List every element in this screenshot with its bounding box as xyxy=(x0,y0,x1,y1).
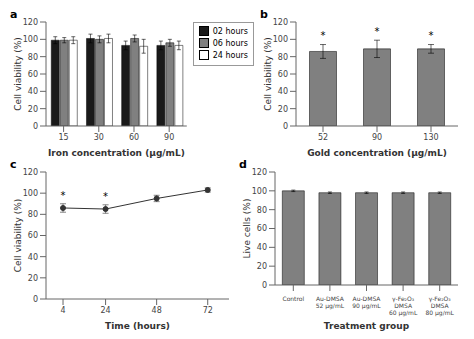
svg-text:Cell viability (%): Cell viability (%) xyxy=(13,199,23,273)
svg-text:24: 24 xyxy=(100,306,110,315)
svg-text:20: 20 xyxy=(28,105,38,114)
svg-text:20: 20 xyxy=(257,262,267,271)
html-text:b: b xyxy=(260,8,268,21)
html-text:02 hours: 02 hours xyxy=(212,26,248,36)
svg-text:0: 0 xyxy=(33,295,38,304)
svg-text:60: 60 xyxy=(278,70,288,79)
svg-text:*: * xyxy=(61,190,66,201)
svg-text:100: 100 xyxy=(23,35,38,44)
html-text:24 hours: 24 hours xyxy=(212,50,248,60)
svg-text:60: 60 xyxy=(28,231,38,240)
svg-text:40: 40 xyxy=(28,253,38,262)
svg-text:Gold concentration (μg/mL): Gold concentration (μg/mL) xyxy=(307,148,447,158)
svg-text:40: 40 xyxy=(28,87,38,96)
html-text:d: d xyxy=(239,158,247,171)
svg-text:80: 80 xyxy=(257,206,267,215)
svg-text:*: * xyxy=(103,191,108,202)
svg-text:γ-Fe₂O₃DMSA60 μg/mL: γ-Fe₂O₃DMSA60 μg/mL xyxy=(389,295,418,317)
svg-text:Cell viability (%): Cell viability (%) xyxy=(263,37,273,111)
svg-text:60: 60 xyxy=(257,224,267,233)
svg-text:Control: Control xyxy=(282,295,304,302)
svg-text:4: 4 xyxy=(60,306,65,315)
svg-text:48: 48 xyxy=(152,306,162,315)
svg-text:Treatment group: Treatment group xyxy=(324,321,410,331)
svg-text:0: 0 xyxy=(283,122,288,131)
svg-text:*: * xyxy=(375,26,380,37)
svg-text:60: 60 xyxy=(28,70,38,79)
svg-text:100: 100 xyxy=(273,35,288,44)
svg-text:40: 40 xyxy=(257,243,267,252)
svg-text:80: 80 xyxy=(28,210,38,219)
svg-text:Cell viability (%): Cell viability (%) xyxy=(13,37,23,111)
svg-text:80: 80 xyxy=(278,53,288,62)
svg-text:90: 90 xyxy=(372,133,382,142)
html-text:c: c xyxy=(10,158,17,171)
svg-text:80: 80 xyxy=(28,53,38,62)
svg-text:60: 60 xyxy=(129,133,139,142)
svg-text:*: * xyxy=(321,30,326,41)
svg-text:Iron concentration (μg/mL): Iron concentration (μg/mL) xyxy=(48,148,185,158)
svg-text:15: 15 xyxy=(59,133,69,142)
svg-text:0: 0 xyxy=(262,281,267,290)
svg-text:0: 0 xyxy=(33,122,38,131)
svg-text:γ-Fe₂O₃DMSA80 μg/mL: γ-Fe₂O₃DMSA80 μg/mL xyxy=(426,295,455,317)
svg-text:130: 130 xyxy=(423,133,438,142)
svg-text:120: 120 xyxy=(23,18,38,27)
svg-text:40: 40 xyxy=(278,87,288,96)
svg-text:90: 90 xyxy=(164,133,174,142)
svg-text:120: 120 xyxy=(23,168,38,177)
svg-text:20: 20 xyxy=(28,274,38,283)
svg-text:100: 100 xyxy=(252,187,267,196)
html-text:06 hours: 06 hours xyxy=(212,38,248,48)
svg-text:100: 100 xyxy=(23,189,38,198)
svg-text:Au-DMSA52 μg/mL: Au-DMSA52 μg/mL xyxy=(316,295,345,310)
svg-text:Live cells (%): Live cells (%) xyxy=(242,199,252,259)
svg-text:120: 120 xyxy=(252,168,267,177)
svg-text:30: 30 xyxy=(94,133,104,142)
html-text:a: a xyxy=(10,8,18,21)
svg-text:20: 20 xyxy=(278,105,288,114)
svg-text:72: 72 xyxy=(203,306,213,315)
svg-text:52: 52 xyxy=(318,133,328,142)
svg-text:Time (hours): Time (hours) xyxy=(105,321,170,331)
svg-text:*: * xyxy=(429,30,434,41)
svg-text:120: 120 xyxy=(273,18,288,27)
svg-text:Au-DMSA90 μg/mL: Au-DMSA90 μg/mL xyxy=(352,295,381,310)
